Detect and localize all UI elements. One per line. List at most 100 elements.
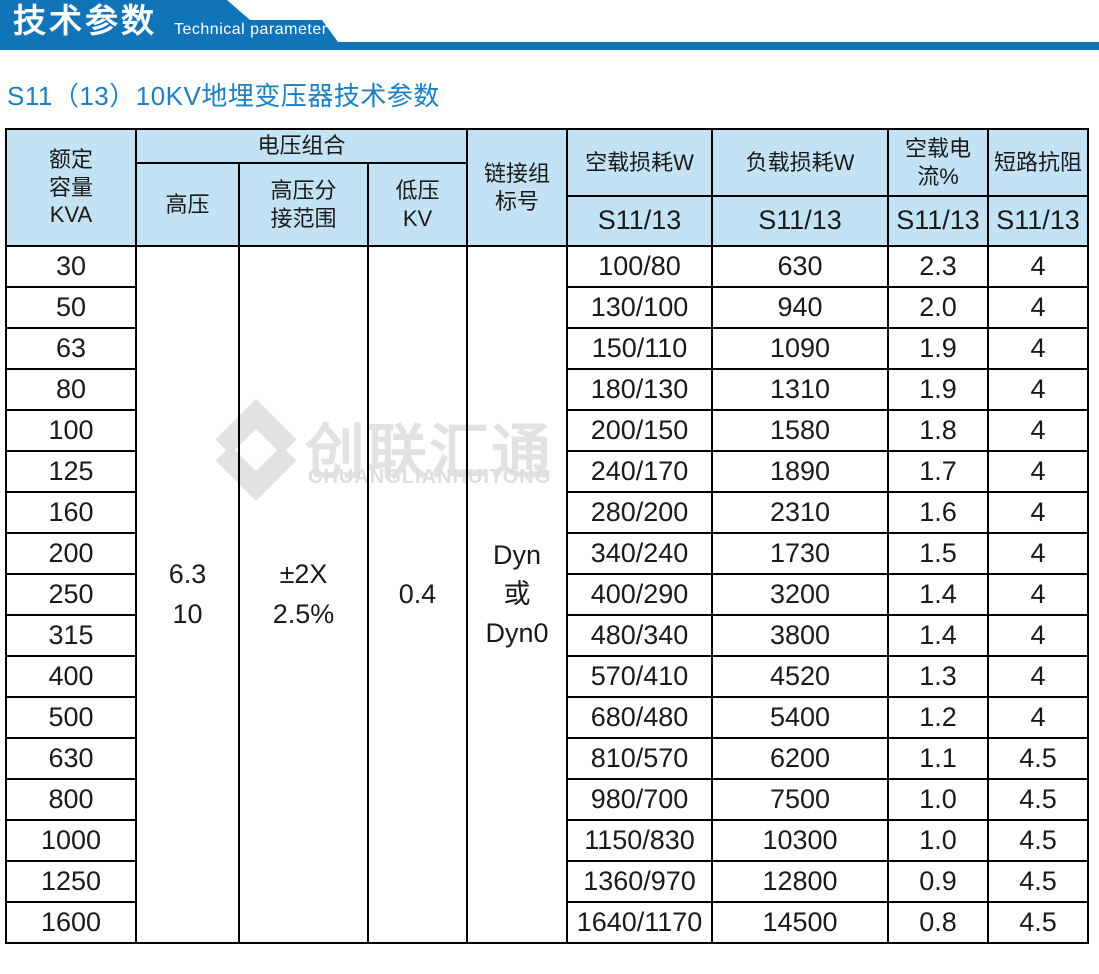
cell-no-load-current: 1.0 [887, 819, 990, 862]
cell-impedance: 4 [987, 327, 1090, 370]
header-model-no-load-loss: S11/13 [566, 195, 714, 247]
table-row: 800 980/700 7500 1.0 4.5 [5, 778, 1090, 821]
cell-kva: 630 [5, 737, 137, 780]
cell-load-loss: 1090 [711, 327, 890, 370]
cell-no-load-loss: 240/170 [566, 450, 714, 493]
table-row: 80 180/130 1310 1.9 4 [5, 368, 1090, 411]
cell-no-load-current: 0.9 [887, 860, 990, 903]
cell-kva: 800 [5, 778, 137, 821]
banner-title-zh: 技术参数 [13, 2, 157, 39]
merged-cell-hv: 6.3 10 [135, 245, 240, 944]
cell-impedance: 4.5 [987, 819, 1090, 862]
cell-kva: 400 [5, 655, 137, 698]
cell-impedance: 4 [987, 655, 1090, 698]
cell-impedance: 4 [987, 245, 1090, 288]
header-banner: 技术参数 Technical parameter [0, 0, 1099, 50]
cell-no-load-current: 1.7 [887, 450, 990, 493]
cell-impedance: 4.5 [987, 860, 1090, 903]
table-row: 400 570/410 4520 1.3 4 [5, 655, 1090, 698]
banner-ribbon-shape [0, 0, 1099, 50]
cell-no-load-loss: 810/570 [566, 737, 714, 780]
cell-no-load-loss: 1640/1170 [566, 901, 714, 944]
header-load-loss: 负载损耗W [711, 128, 890, 197]
cell-kva: 50 [5, 286, 137, 329]
cell-no-load-loss: 100/80 [566, 245, 714, 288]
cell-load-loss: 10300 [711, 819, 890, 862]
header-no-load-current: 空载电流% [887, 128, 990, 197]
cell-load-loss: 14500 [711, 901, 890, 944]
cell-impedance: 4 [987, 532, 1090, 575]
header-impedance: 短路抗阻 [987, 128, 1090, 197]
header-lv: 低压 KV [366, 162, 469, 247]
parameter-table-wrap: 创联汇通 CHUANGLIANHUITONG 额定 容量 KVA 电压组合 链接… [5, 128, 1090, 950]
cell-kva: 1600 [5, 901, 137, 944]
cell-no-load-current: 1.0 [887, 778, 990, 821]
cell-load-loss: 940 [711, 286, 890, 329]
cell-no-load-loss: 180/130 [566, 368, 714, 411]
cell-no-load-current: 1.4 [887, 573, 990, 616]
cell-impedance: 4 [987, 409, 1090, 452]
cell-no-load-loss: 200/150 [566, 409, 714, 452]
header-model-impedance: S11/13 [987, 195, 1090, 247]
merged-cell-lv: 0.4 [366, 245, 469, 944]
cell-no-load-loss: 1150/830 [566, 819, 714, 862]
table-row: 1600 1640/1170 14500 0.8 4.5 [5, 901, 1090, 944]
cell-load-loss: 1310 [711, 368, 890, 411]
table-row: 50 130/100 940 2.0 4 [5, 286, 1090, 329]
cell-impedance: 4 [987, 573, 1090, 616]
cell-load-loss: 630 [711, 245, 890, 288]
table-row: 315 480/340 3800 1.4 4 [5, 614, 1090, 657]
table-row: 1250 1360/970 12800 0.9 4.5 [5, 860, 1090, 903]
cell-no-load-loss: 340/240 [566, 532, 714, 575]
cell-load-loss: 3800 [711, 614, 890, 657]
cell-kva: 100 [5, 409, 137, 452]
cell-kva: 63 [5, 327, 137, 370]
cell-impedance: 4.5 [987, 901, 1090, 944]
table-row: 63 150/110 1090 1.9 4 [5, 327, 1090, 370]
cell-no-load-loss: 980/700 [566, 778, 714, 821]
cell-no-load-current: 0.8 [887, 901, 990, 944]
cell-kva: 160 [5, 491, 137, 534]
banner-title-en: Technical parameter [174, 21, 328, 38]
cell-impedance: 4.5 [987, 737, 1090, 780]
cell-impedance: 4 [987, 286, 1090, 329]
cell-load-loss: 4520 [711, 655, 890, 698]
header-connection-group: 链接组 标号 [466, 128, 569, 247]
merged-cell-hv_tap: ±2X 2.5% [238, 245, 369, 944]
header-rated-capacity: 额定 容量 KVA [5, 128, 137, 247]
cell-no-load-loss: 680/480 [566, 696, 714, 739]
table-row: 250 400/290 3200 1.4 4 [5, 573, 1090, 616]
cell-no-load-current: 1.4 [887, 614, 990, 657]
cell-no-load-loss: 150/110 [566, 327, 714, 370]
table-row: 630 810/570 6200 1.1 4.5 [5, 737, 1090, 780]
cell-no-load-current: 1.5 [887, 532, 990, 575]
table-row: 100 200/150 1580 1.8 4 [5, 409, 1090, 452]
cell-no-load-current: 2.3 [887, 245, 990, 288]
cell-load-loss: 1580 [711, 409, 890, 452]
cell-impedance: 4 [987, 696, 1090, 739]
table-row: 125 240/170 1890 1.7 4 [5, 450, 1090, 493]
header-hv-tap-range: 高压分 接范围 [238, 162, 369, 247]
header-model-load-loss: S11/13 [711, 195, 890, 247]
table-row: 160 280/200 2310 1.6 4 [5, 491, 1090, 534]
cell-kva: 315 [5, 614, 137, 657]
cell-load-loss: 2310 [711, 491, 890, 534]
cell-no-load-current: 2.0 [887, 286, 990, 329]
cell-no-load-current: 1.3 [887, 655, 990, 698]
table-body: 30 6.3 10 ±2X 2.5% 0.4 Dyn 或 Dyn0 100/80 630 2.… [5, 245, 1090, 944]
cell-load-loss: 5400 [711, 696, 890, 739]
merged-cell-connection: Dyn 或 Dyn0 [466, 245, 569, 944]
header-voltage-combo: 电压组合 [134, 128, 469, 164]
cell-kva: 200 [5, 532, 137, 575]
cell-load-loss: 12800 [711, 860, 890, 903]
cell-impedance: 4 [987, 614, 1090, 657]
cell-impedance: 4.5 [987, 778, 1090, 821]
cell-kva: 30 [5, 245, 137, 288]
cell-no-load-loss: 280/200 [566, 491, 714, 534]
cell-no-load-current: 1.8 [887, 409, 990, 452]
table-row: 500 680/480 5400 1.2 4 [5, 696, 1090, 739]
table-row: 1000 1150/830 10300 1.0 4.5 [5, 819, 1090, 862]
cell-kva: 125 [5, 450, 137, 493]
page-title: S11（13）10KV地埋变压器技术参数 [7, 81, 440, 111]
cell-no-load-loss: 480/340 [566, 614, 714, 657]
